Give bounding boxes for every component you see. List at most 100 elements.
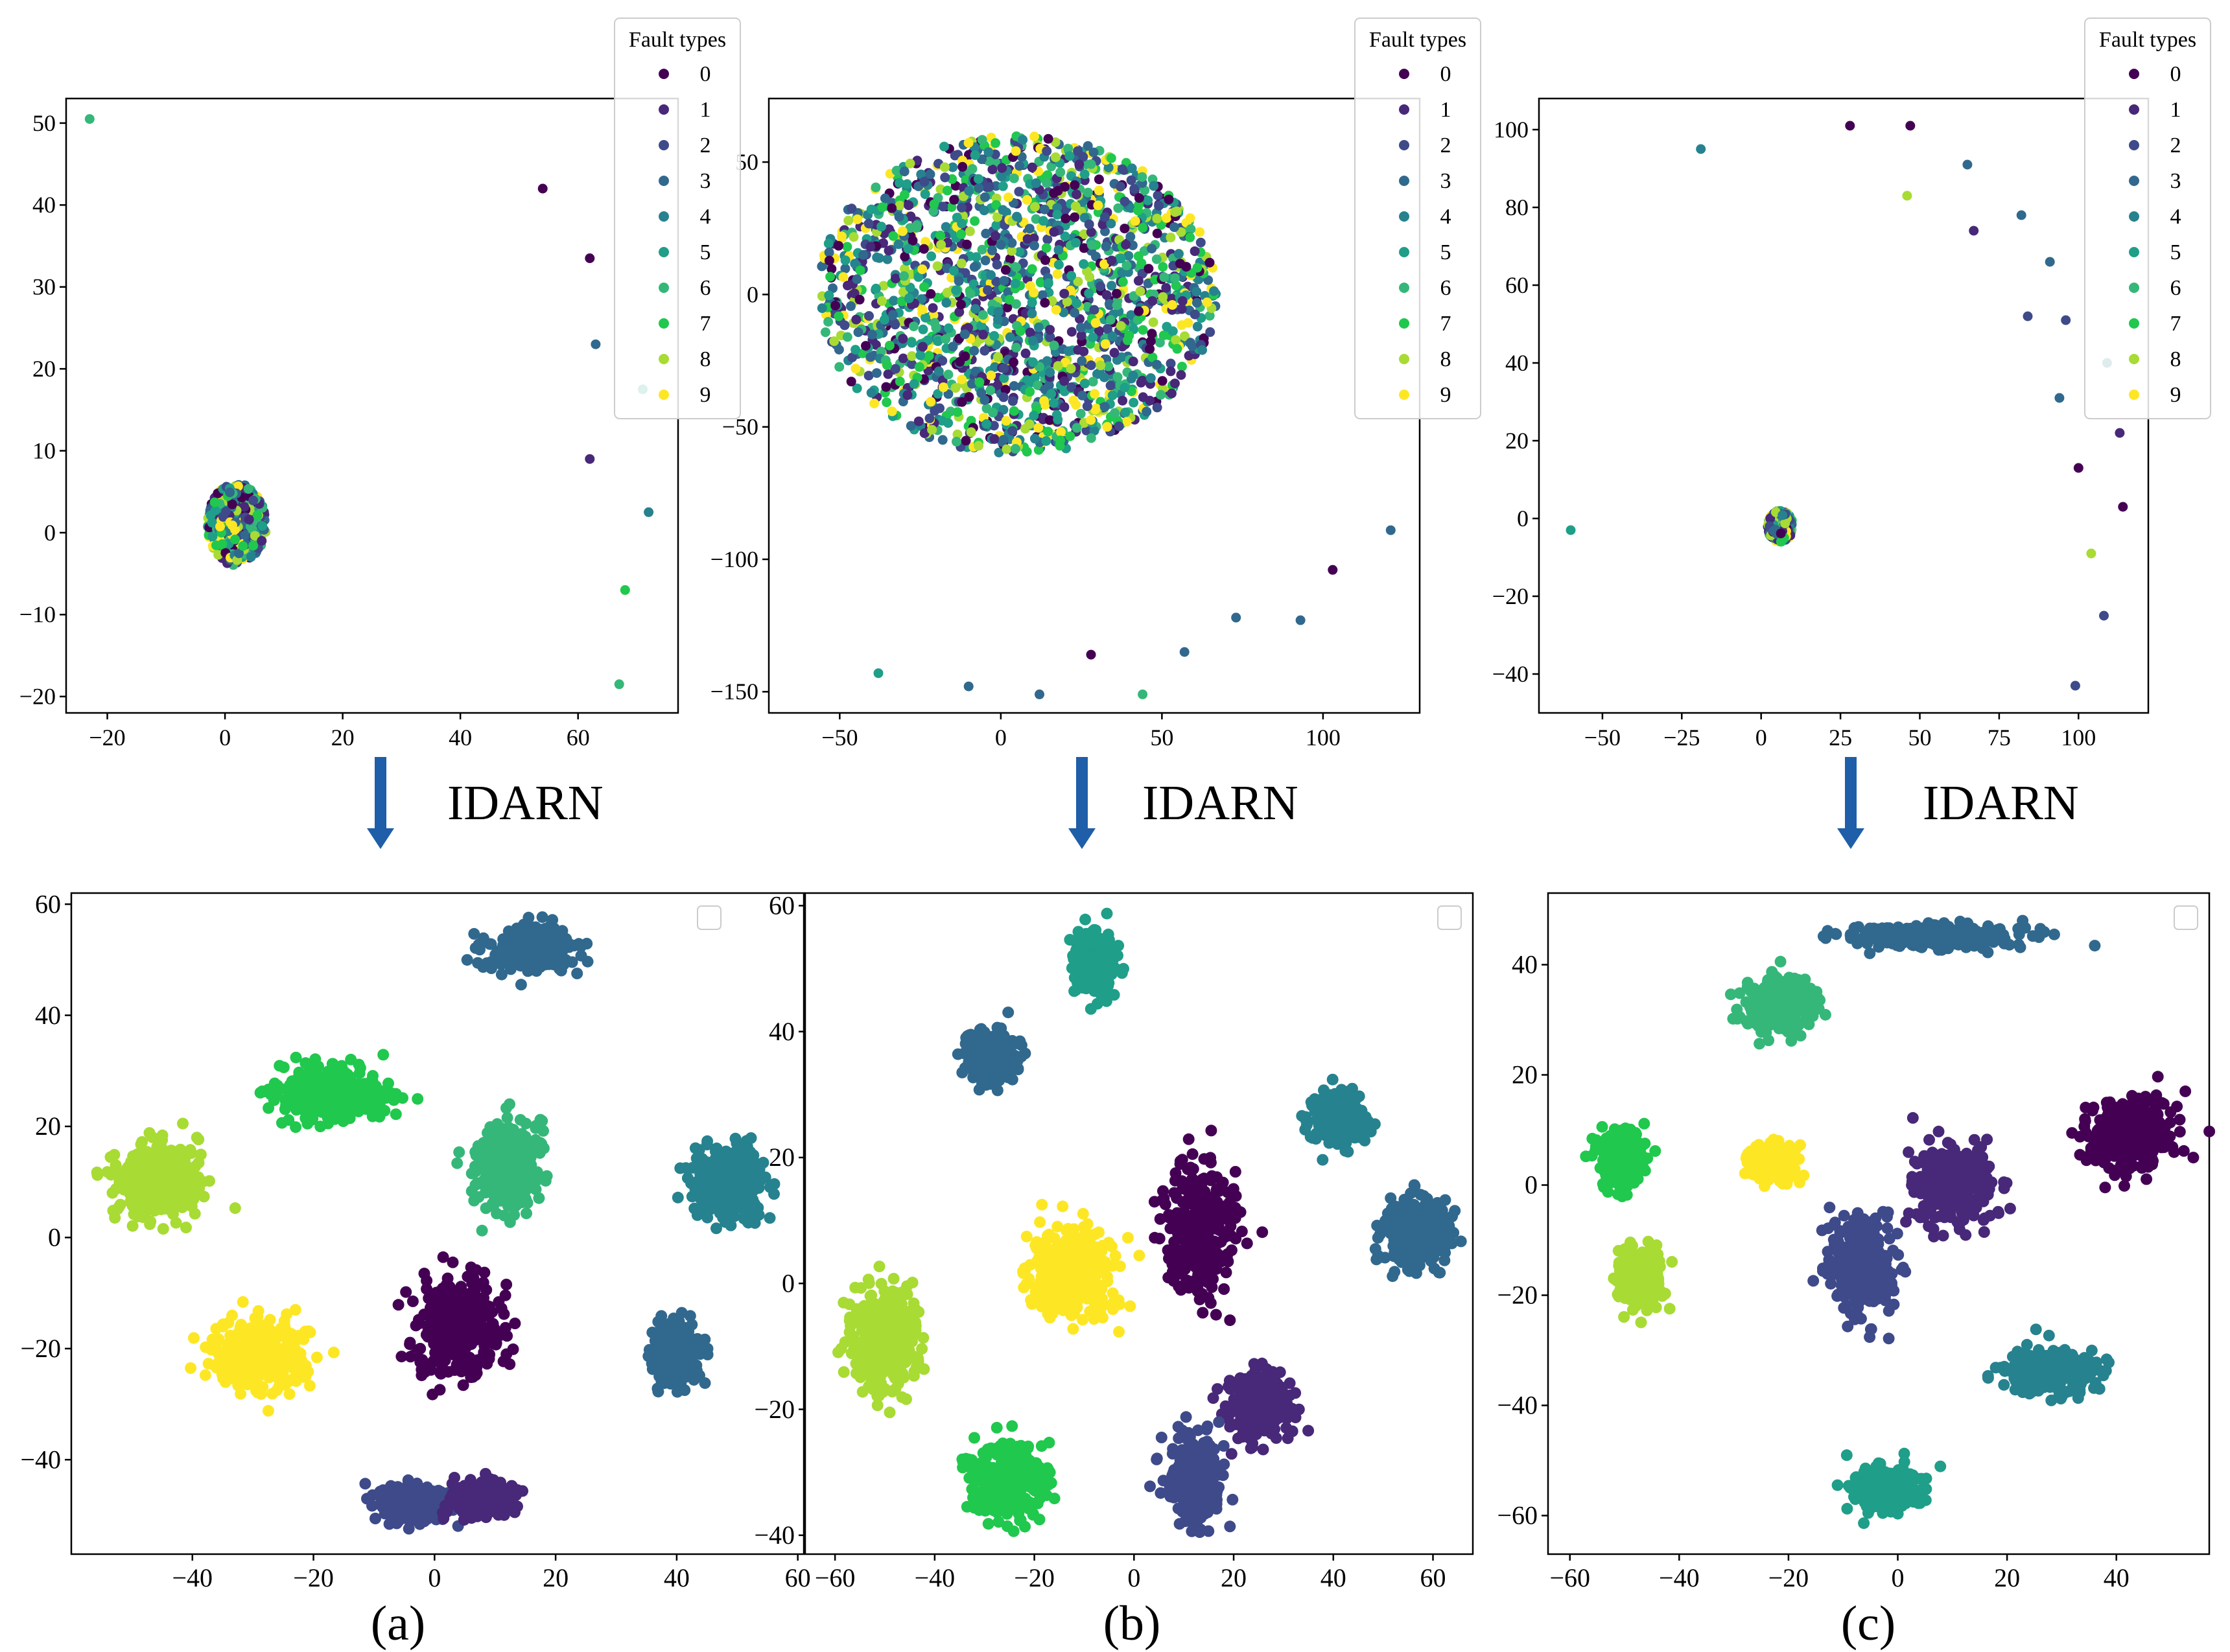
scatter-point-class-6 xyxy=(943,369,954,380)
outlier-point-class-0 xyxy=(585,253,595,263)
scatter-point-class-7 xyxy=(1133,251,1144,261)
scatter-point-class-1 xyxy=(928,303,938,313)
scatter-point-class-9 xyxy=(1029,287,1039,297)
scatter-point-class-0 xyxy=(471,1362,483,1374)
outlier-point-class-7 xyxy=(620,585,630,595)
scatter-point-class-4 xyxy=(1027,336,1038,346)
scatter-point-class-7 xyxy=(1027,264,1037,274)
scatter-point-class-0 xyxy=(451,1362,463,1374)
scatter-point-class-8 xyxy=(1050,152,1061,163)
scatter-point-class-8 xyxy=(927,425,937,435)
y-tick-label: 20 xyxy=(32,356,56,382)
scatter-point-class-9 xyxy=(1001,415,1011,426)
outlier-point-class-3 xyxy=(591,339,601,349)
scatter-point-class-5 xyxy=(998,181,1008,191)
scatter-point-class-4 xyxy=(1197,345,1207,355)
scatter-point-class-8 xyxy=(1082,266,1092,277)
scatter-point-class-0 xyxy=(406,1295,419,1307)
y-tick-label: 100 xyxy=(1494,117,1529,143)
scatter-point-class-3 xyxy=(679,1336,692,1349)
scatter-point-class-1 xyxy=(917,342,928,352)
scatter-point-class-5 xyxy=(943,323,954,333)
scatter-point-class-3 xyxy=(943,389,954,399)
scatter-point-class-6 xyxy=(965,288,976,299)
scatter-point-class-7 xyxy=(340,1084,352,1097)
y-tick-label: 20 xyxy=(1505,428,1529,454)
scatter-point-class-0 xyxy=(498,1308,510,1320)
scatter-point-class-8 xyxy=(130,1206,143,1218)
scatter-point-class-8 xyxy=(1024,419,1035,430)
scatter-point-class-0 xyxy=(467,1296,479,1309)
scatter-point-class-4 xyxy=(749,1174,761,1187)
scatter-point-class-7 xyxy=(314,1121,327,1133)
scatter-point-class-7 xyxy=(877,202,887,213)
scatter-point-class-8 xyxy=(180,1222,192,1233)
scatter-point-class-2 xyxy=(937,356,948,366)
scatter-point-class-0 xyxy=(1005,253,1015,264)
scatter-point-class-5 xyxy=(933,389,943,399)
scatter-point-class-6 xyxy=(469,1160,481,1172)
scatter-point-class-2 xyxy=(1042,234,1053,244)
scatter-point-class-1 xyxy=(851,314,862,325)
scatter-point-class-8 xyxy=(843,215,854,226)
scatter-point-class-4 xyxy=(1103,163,1114,172)
scatter-point-class-8 xyxy=(974,441,983,451)
scatter-point-class-7 xyxy=(1004,294,1015,305)
scatter-point-class-2 xyxy=(940,172,950,183)
scatter-point-class-6 xyxy=(507,1124,519,1135)
scatter-point-class-0 xyxy=(437,1251,449,1263)
scatter-point-class-1 xyxy=(244,515,254,525)
scatter-point-class-7 xyxy=(306,1110,318,1122)
scatter-point-class-4 xyxy=(882,254,893,264)
scatter-point-class-0 xyxy=(1040,297,1050,308)
scatter-point-class-1 xyxy=(898,334,908,344)
scatter-point-class-7 xyxy=(390,1108,402,1121)
scatter-point-class-8 xyxy=(147,1131,159,1143)
scatter-point-class-0 xyxy=(1164,194,1174,205)
scatter-point-class-4 xyxy=(748,1211,760,1222)
y-tick-label: 0 xyxy=(1517,506,1529,531)
outlier-point-class-5 xyxy=(1566,525,1576,535)
scatter-point-class-3 xyxy=(1127,240,1138,251)
y-tick-label: 40 xyxy=(32,192,56,218)
scatter-point-class-8 xyxy=(156,1129,169,1141)
scatter-point-class-6 xyxy=(1086,159,1096,169)
outlier-point-class-8 xyxy=(1902,191,1912,201)
scatter-point-class-5 xyxy=(1028,357,1038,367)
scatter-point-class-7 xyxy=(1055,441,1065,451)
scatter-point-class-6 xyxy=(978,310,988,320)
scatter-point-class-5 xyxy=(205,510,216,520)
scatter-point-class-3 xyxy=(865,352,876,362)
scatter-point-class-5 xyxy=(907,338,917,348)
scatter-point-class-3 xyxy=(234,548,244,559)
scatter-point-class-5 xyxy=(951,285,961,296)
scatter-point-class-6 xyxy=(520,1154,532,1166)
scatter-point-class-0 xyxy=(1204,257,1215,268)
scatter-point-class-3 xyxy=(515,979,527,991)
scatter-point-class-0 xyxy=(1070,180,1080,191)
scatter-point-class-7 xyxy=(360,1081,371,1093)
y-tick-label: −20 xyxy=(19,684,56,710)
scatter-point-class-8 xyxy=(907,351,917,361)
scatter-points-b-before xyxy=(817,131,1396,699)
scatter-point-class-9 xyxy=(199,1369,211,1381)
scatter-point-class-4 xyxy=(889,296,899,306)
scatter-point-class-2 xyxy=(1195,237,1206,248)
scatter-point-class-8 xyxy=(1176,227,1186,237)
scatter-point-class-3 xyxy=(1147,244,1157,254)
scatter-point-class-6 xyxy=(1046,161,1057,172)
scatter-point-class-6 xyxy=(1088,377,1098,387)
scatter-point-class-3 xyxy=(937,435,948,445)
scatter-point-class-8 xyxy=(193,1134,205,1146)
scatter-point-class-3 xyxy=(515,940,528,952)
scatter-point-class-7 xyxy=(935,230,946,240)
scatter-point-class-5 xyxy=(973,174,983,184)
scatter-point-class-0 xyxy=(1157,376,1168,386)
scatter-point-class-4 xyxy=(246,552,256,562)
scatter-point-class-3 xyxy=(652,1316,664,1328)
scatter-point-class-3 xyxy=(969,262,980,272)
scatter-point-class-9 xyxy=(1162,213,1171,223)
scatter-point-class-9 xyxy=(1052,269,1062,279)
scatter-point-class-7 xyxy=(1015,326,1026,336)
